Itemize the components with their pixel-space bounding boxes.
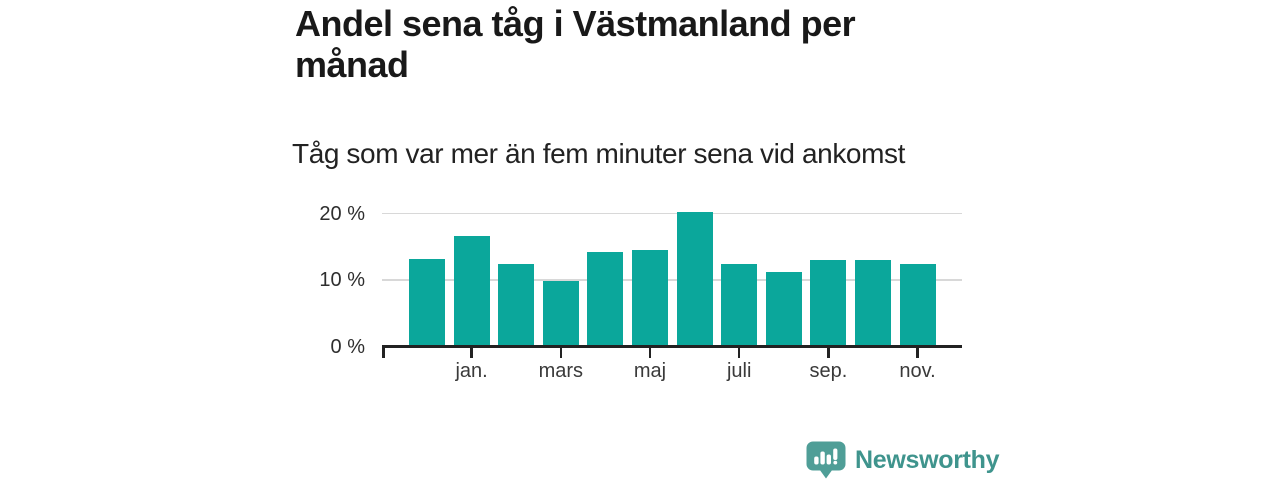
x-tick-nov: [916, 345, 919, 358]
bar-sep: [810, 259, 847, 346]
x-axis-label-nov: nov.: [899, 360, 936, 382]
y-axis-label-20: 20 %: [319, 202, 365, 225]
bar-feb: [498, 264, 535, 346]
chart-subtitle: Tåg som var mer än fem minuter sena vid …: [292, 138, 905, 169]
bar-juni: [676, 212, 713, 346]
gridline-20: [382, 212, 962, 215]
newsworthy-wordmark: Newsworthy: [855, 445, 1000, 474]
chart-title: Andel sena tåg i Västmanland per månad: [295, 3, 856, 85]
x-axis-label-maj: maj: [633, 360, 667, 382]
x-tick-jan: [470, 345, 473, 358]
bar-juli: [721, 264, 758, 346]
x-tick-maj: [648, 345, 652, 358]
gridline-10: [382, 279, 962, 281]
bar-aug: [765, 271, 802, 346]
bar-april: [587, 252, 624, 346]
x-tick-mars: [559, 345, 563, 358]
y-axis-label-0: 0 %: [330, 335, 365, 358]
bar-mars: [542, 281, 579, 346]
bar-chart-speech-bubble-icon: [806, 441, 846, 478]
axis-start-tick: [382, 345, 385, 358]
x-axis-label-sep: sep.: [809, 360, 848, 382]
bar-okt: [855, 260, 891, 346]
x-axis-label-mars: mars: [538, 360, 584, 382]
bar-nov: [899, 264, 936, 346]
x-axis-label-jan: jan.: [455, 360, 488, 382]
y-axis-label-10: 10 %: [319, 269, 365, 291]
x-tick-juli: [737, 345, 741, 358]
newsworthy-logo: Newsworthy: [806, 440, 1000, 480]
bar-dec: [409, 258, 445, 346]
x-tick-sep: [827, 345, 830, 358]
bar-jan: [453, 236, 490, 346]
bar-maj: [632, 250, 668, 346]
x-axis-line: [382, 345, 962, 348]
x-axis-label-juli: juli: [726, 360, 752, 382]
